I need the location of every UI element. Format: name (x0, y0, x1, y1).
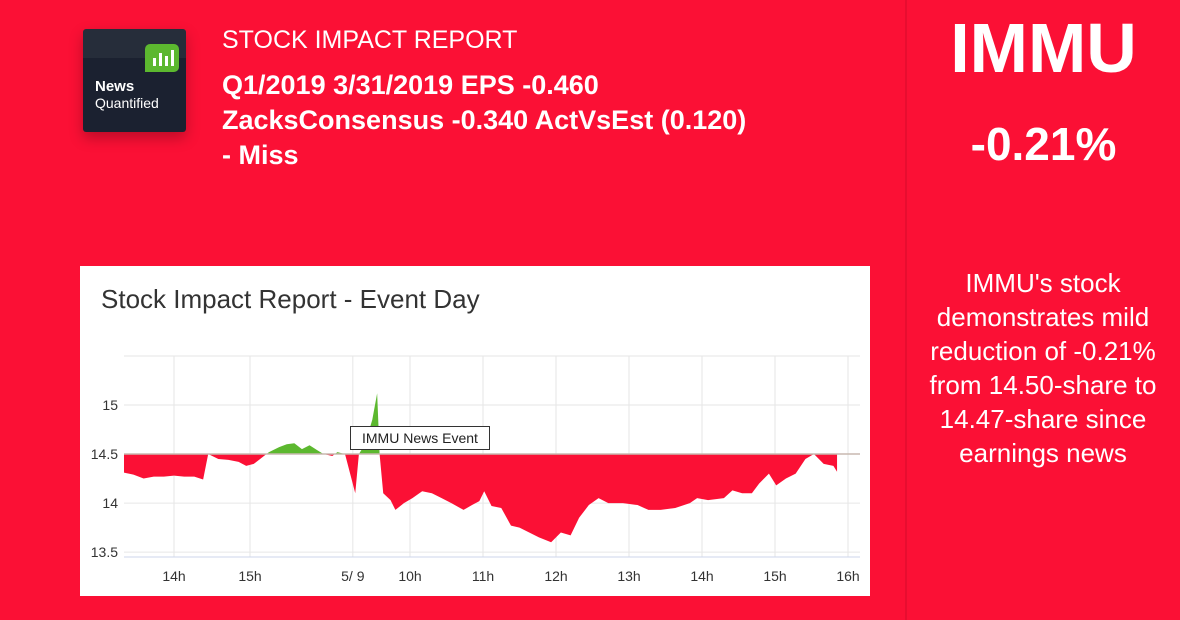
chart-bubble-icon (145, 44, 179, 72)
x-tick-label: 5/ 9 (341, 568, 365, 584)
x-tick-label: 16h (836, 568, 859, 584)
x-tick-label: 15h (763, 568, 786, 584)
chart-title: Stock Impact Report - Event Day (101, 284, 480, 314)
x-tick-label: 12h (544, 568, 567, 584)
y-tick-label: 13.5 (91, 544, 118, 560)
x-tick-label: 15h (238, 568, 261, 584)
earnings-headline: Q1/2019 3/31/2019 EPS -0.460 ZacksConsen… (222, 70, 747, 170)
impact-description: IMMU's stock demonstrates mild reduction… (929, 268, 1157, 468)
panel-divider (905, 0, 907, 620)
report-subtitle: STOCK IMPACT REPORT (222, 26, 518, 54)
x-tick-label: 14h (162, 568, 185, 584)
chart-card: Stock Impact Report - Event Day 13.5 14 14… (80, 266, 870, 596)
price-change: -0.21% (970, 118, 1117, 170)
news-event-label: IMMU News Event (350, 426, 490, 450)
logo-quantified-text: Quantified (95, 95, 159, 111)
x-tick-label: 10h (398, 568, 421, 584)
ticker-symbol: IMMU (950, 9, 1137, 87)
area-below-baseline (124, 454, 838, 543)
y-tick-label: 14 (102, 495, 118, 511)
price-chart: 13.5 14 14.5 15 14h 15h 5/ 9 10h 11h 12h 13h 14h 15h… (91, 355, 860, 584)
x-tick-label: 14h (690, 568, 713, 584)
y-tick-label: 15 (102, 397, 118, 413)
news-quantified-logo: News Quantified (83, 29, 186, 132)
x-tick-label: 13h (617, 568, 640, 584)
logo-news-text: News (95, 78, 135, 95)
x-tick-label: 11h (472, 568, 494, 584)
y-tick-label: 14.5 (91, 446, 118, 462)
